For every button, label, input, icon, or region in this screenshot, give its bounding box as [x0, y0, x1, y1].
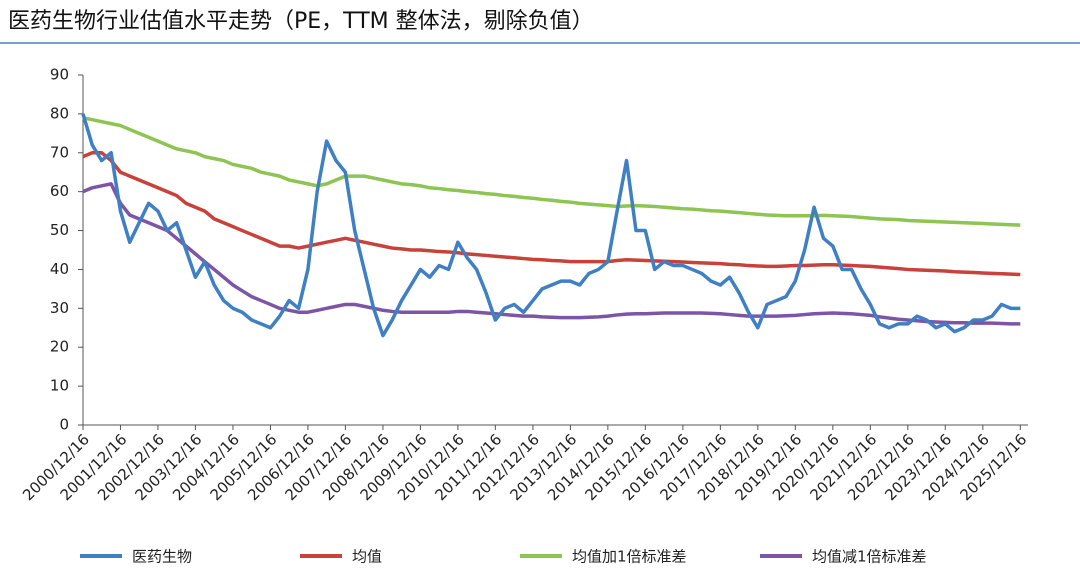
legend-label: 均值	[352, 548, 382, 566]
series-line	[82, 116, 1021, 227]
series-line	[82, 151, 1021, 277]
y-tick-label: 20	[50, 338, 69, 356]
legend-label: 均值加1倍标准差	[572, 548, 687, 566]
y-tick-label: 0	[59, 416, 69, 434]
y-tick-label: 40	[50, 260, 69, 278]
chart-title: 医药生物行业估值水平走势（PE，TTM 整体法，剔除负值）	[8, 9, 594, 34]
y-tick-label: 30	[50, 299, 69, 317]
series-line	[82, 182, 1021, 326]
y-tick-label: 80	[50, 104, 69, 122]
y-tick-label: 10	[50, 377, 69, 395]
legend-label: 均值减1倍标准差	[812, 548, 927, 566]
y-tick-label: 50	[50, 221, 69, 239]
y-tick-label: 60	[50, 182, 69, 200]
legend-label: 医药生物	[132, 548, 192, 566]
y-tick-label: 70	[50, 143, 69, 161]
y-tick-label: 90	[50, 66, 69, 84]
series-line	[81, 113, 1021, 338]
